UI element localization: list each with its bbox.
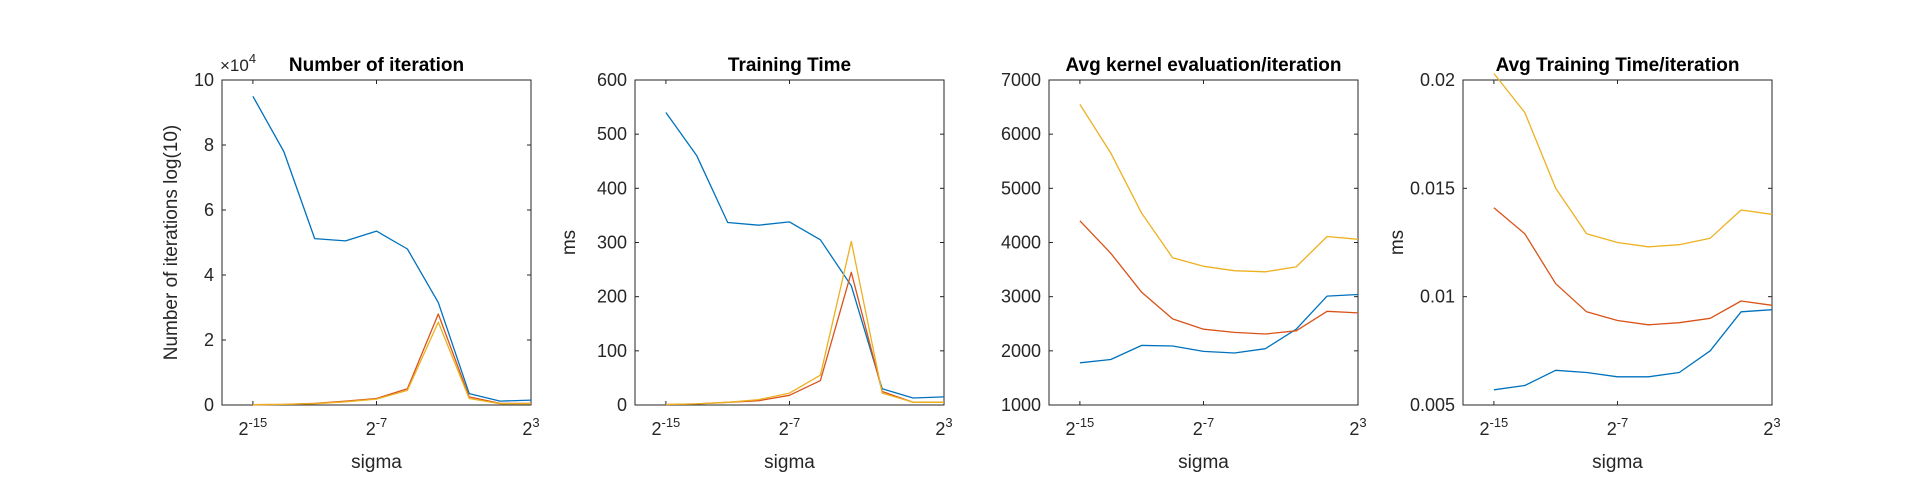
x-tick-label: 2-15	[1479, 415, 1508, 439]
y-tick-label: 0	[617, 395, 627, 415]
exponent-label: ×104	[220, 51, 256, 75]
y-tick-label: 6000	[1001, 124, 1041, 144]
x-axis-label: sigma	[1178, 452, 1229, 473]
series-line-3	[252, 321, 531, 406]
x-tick-label: 23	[522, 415, 539, 439]
y-tick-label: 1000	[1001, 395, 1041, 415]
x-tick-label: 2-7	[366, 415, 388, 439]
y-tick-label: 4000	[1001, 233, 1041, 253]
y-tick-label: 10	[194, 70, 214, 90]
axes-box	[221, 79, 532, 406]
series-line-1	[1079, 293, 1359, 364]
x-tick-label: 2-7	[779, 415, 801, 439]
x-tick-label: 2-15	[1065, 415, 1094, 439]
y-tick-label: 600	[597, 70, 627, 90]
chart-panel-4: 0.005 0.01 0.015 0.02 2-15 2-7 23 Avg Training …	[1387, 55, 1781, 473]
series-line-1	[252, 95, 532, 402]
series-line-2	[252, 313, 531, 406]
x-tick-label: 2-15	[651, 415, 680, 439]
chart-title: Avg Training Time/iteration	[1496, 55, 1740, 76]
y-tick-label: 200	[597, 287, 627, 307]
x-tick-label: 2-7	[1193, 415, 1215, 439]
series-line-2	[1493, 207, 1773, 326]
y-tick-label: 3000	[1001, 287, 1041, 307]
series-line-2	[1079, 220, 1359, 335]
series-line-1	[1493, 309, 1773, 391]
y-tick-label: 2	[204, 330, 214, 350]
y-tick-label: 500	[597, 124, 627, 144]
y-tick-label: 0.005	[1410, 395, 1455, 415]
y-tick-label: 7000	[1001, 70, 1041, 90]
y-tick-label: 100	[597, 341, 627, 361]
series-line-3	[665, 240, 944, 406]
y-tick-label: 8	[204, 135, 214, 155]
y-axis-label: ms	[559, 230, 580, 255]
x-axis-label: sigma	[351, 452, 402, 473]
y-tick-label: 400	[597, 178, 627, 198]
y-tick-label: 300	[597, 233, 627, 253]
y-tick-label: 0.015	[1410, 178, 1455, 198]
x-axis-label: sigma	[1592, 452, 1643, 473]
series-line-1	[665, 112, 945, 399]
x-tick-label: 2-7	[1607, 415, 1629, 439]
y-tick-label: 4	[204, 265, 214, 285]
x-tick-label: 23	[1349, 415, 1366, 439]
y-axis-label: ms	[1387, 230, 1408, 255]
y-axis-label: Number of iterations log(10)	[161, 125, 182, 361]
chart-title: Number of iteration	[289, 55, 464, 76]
chart-title: Training Time	[728, 55, 851, 76]
axes-box	[634, 79, 945, 406]
y-tick-label: 2000	[1001, 341, 1041, 361]
chart-panel-2: 0 100 200 300 400 500 600 2-15 2-7 23 Training Tim…	[559, 55, 953, 473]
series-line-3	[1079, 104, 1359, 273]
y-tick-label: 0.01	[1420, 287, 1455, 307]
x-tick-label: 2-15	[238, 415, 267, 439]
chart-panel-1: 0 2 4 6 8 10 2-15 2-7 23 Number of iteration ×104 s…	[161, 51, 540, 473]
y-tick-label: 0	[204, 395, 214, 415]
y-tick-label: 0.02	[1420, 70, 1455, 90]
x-tick-label: 23	[1763, 415, 1780, 439]
chart-title: Avg kernel evaluation/iteration	[1066, 55, 1342, 76]
x-axis-label: sigma	[764, 452, 815, 473]
series-line-3	[1493, 73, 1773, 248]
x-tick-label: 23	[935, 415, 952, 439]
chart-panel-3: 1000 2000 3000 4000 5000 6000 7000 2-15 2-7 23 Avg…	[1001, 55, 1367, 473]
y-tick-label: 6	[204, 200, 214, 220]
y-tick-label: 5000	[1001, 178, 1041, 198]
